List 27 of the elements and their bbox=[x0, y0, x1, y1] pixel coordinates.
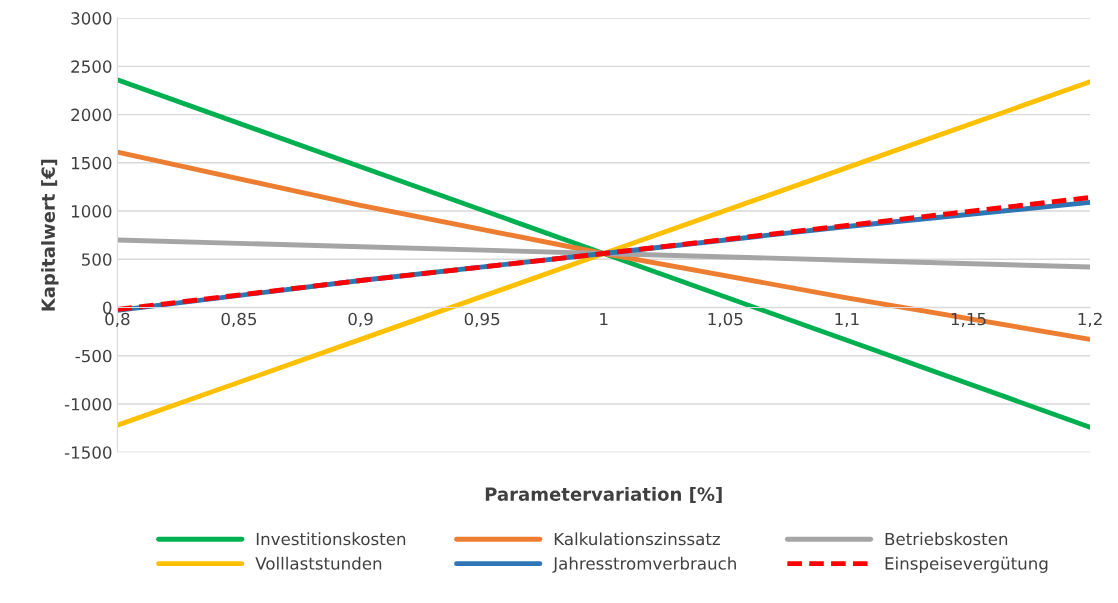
x-tick-label: 0,85 bbox=[221, 312, 257, 327]
y-tick-label: 500 bbox=[82, 253, 112, 266]
legend-label: Betriebskosten bbox=[885, 532, 1008, 546]
line-series bbox=[117, 237, 1091, 270]
x-tick-label: 1 bbox=[600, 312, 608, 326]
y-tick-label: -500 bbox=[75, 349, 112, 363]
y-tick-label: -1500 bbox=[64, 446, 112, 459]
legend-label: Volllaststunden bbox=[255, 556, 382, 570]
y-tick-label: 1500 bbox=[71, 156, 112, 170]
x-tick-label: 0,95 bbox=[464, 312, 500, 327]
legend-label: Kalkulationszinssatz bbox=[554, 532, 720, 546]
legend-label: Einspeisevergütung bbox=[885, 556, 1048, 573]
y-tick-label: -1000 bbox=[64, 397, 112, 411]
legend-label: Jahresstromverbrauch bbox=[552, 556, 736, 573]
y-tick-label: 2500 bbox=[71, 60, 112, 73]
legend-label: Investitionskosten bbox=[256, 532, 406, 546]
y-tick-label: 3000 bbox=[71, 12, 112, 25]
x-tick-label: 1,1 bbox=[835, 312, 859, 327]
x-tick-label: 0,9 bbox=[348, 312, 373, 327]
y-tick-label: 0 bbox=[103, 301, 112, 315]
y-axis-title: Kapitalwert [€] bbox=[41, 159, 59, 311]
x-tick-label: 0,8 bbox=[105, 312, 130, 327]
y-tick-label: 1000 bbox=[71, 205, 112, 218]
x-tick-label: 1,2 bbox=[1078, 312, 1102, 327]
x-tick-label: 1,05 bbox=[708, 312, 743, 327]
y-tick-label: 2000 bbox=[71, 108, 112, 122]
x-axis-title: Parametervariation [%] bbox=[485, 486, 722, 504]
